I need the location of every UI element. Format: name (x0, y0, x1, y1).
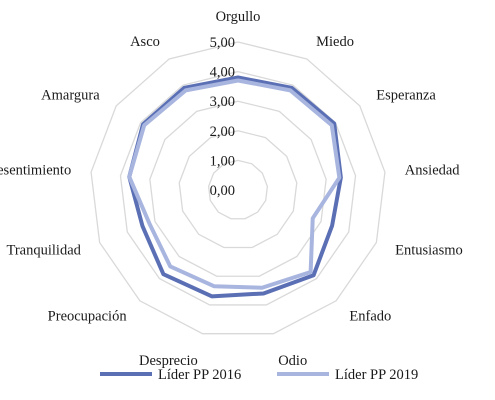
legend-label-2019: Líder PP 2019 (335, 367, 418, 383)
grid-ring-4 (119, 70, 357, 306)
tick-label-3: 3,00 (210, 94, 235, 110)
legend-label-2016: Líder PP 2016 (158, 367, 241, 383)
category-label: Amargura (41, 88, 100, 104)
legend-item-2016: Líder PP 2016 (100, 367, 241, 383)
category-labels: Orgullo Miedo Esperanza Ansiedad Entusiasmo E… (0, 9, 463, 369)
tick-label-0: 0,00 (210, 183, 235, 199)
category-label: Miedo (316, 34, 354, 50)
category-label: Ansiedad (405, 163, 461, 179)
category-label: Preocupación (48, 309, 128, 325)
tick-label-1: 1,00 (210, 153, 235, 169)
category-label: Orgullo (216, 9, 261, 25)
category-label: Entusiasmo (395, 243, 463, 259)
grid-ring-1 (207, 159, 269, 220)
category-label: Asco (130, 34, 160, 50)
legend-item-2019: Líder PP 2019 (277, 367, 418, 383)
category-label: Esperanza (376, 88, 436, 104)
category-label: Odio (278, 353, 307, 369)
category-label: Desprecio (139, 353, 198, 369)
grid-ring-5 (90, 41, 386, 335)
category-label: Tranquilidad (7, 243, 82, 259)
tick-label-5: 5,00 (210, 35, 235, 51)
tick-label-4: 4,00 (210, 65, 235, 81)
tick-label-2: 2,00 (210, 124, 235, 140)
category-label: Resentimiento (0, 163, 71, 179)
legend: Líder PP 2016 Líder PP 2019 (100, 367, 418, 383)
radial-axis-ticks: 0,00 1,00 2,00 3,00 4,00 5,00 (210, 35, 235, 199)
category-label: Enfado (349, 309, 391, 325)
radar-grid (90, 41, 386, 335)
grid-ring-2 (178, 130, 298, 249)
series-line-1 (127, 78, 342, 290)
grid-ring-3 (149, 100, 327, 277)
radar-series (127, 75, 343, 299)
